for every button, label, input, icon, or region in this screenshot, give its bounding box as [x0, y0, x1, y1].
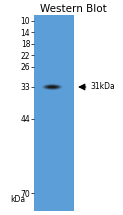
Ellipse shape	[49, 86, 56, 88]
Text: kDa: kDa	[10, 195, 25, 204]
Ellipse shape	[45, 85, 59, 89]
Text: 31kDa: 31kDa	[90, 83, 115, 91]
Ellipse shape	[44, 84, 61, 89]
Title: Western Blot: Western Blot	[40, 4, 107, 14]
Ellipse shape	[47, 86, 57, 88]
Ellipse shape	[42, 84, 62, 90]
Bar	[34, 15, 74, 211]
